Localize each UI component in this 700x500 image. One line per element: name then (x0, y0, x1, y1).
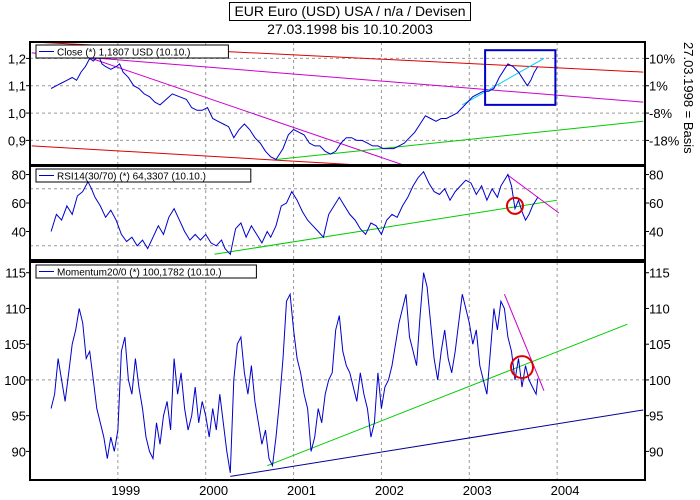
momentum-right-tick-label: 115 (649, 266, 670, 281)
legend-box (35, 44, 229, 59)
chart-title: EUR Euro (USD) USA / n/a / Devisen (229, 2, 471, 21)
close-left-tick-label: 1,0 (8, 106, 26, 121)
rsi-legend: RSI14(30/70) (*) 64,3307 (10.10.) (35, 168, 252, 183)
momentum-trendline-navy (230, 409, 644, 477)
x-tick-label: 2001 (287, 483, 316, 498)
momentum-left-tick-label: 115 (5, 266, 26, 281)
momentum-trendline-pink (503, 293, 545, 391)
momentum-right-tick-label: 95 (649, 409, 663, 424)
rsi-left-tick-label: 40 (12, 225, 26, 240)
close-trendline-red (31, 145, 360, 165)
frame-layer (26, 41, 649, 481)
rsi-trendline-pink (506, 174, 560, 214)
momentum-right-tick-label: 100 (649, 373, 671, 388)
x-tick-label: 2003 (463, 483, 492, 498)
close-right-tick-label: -18% (649, 133, 680, 148)
title-block: EUR Euro (USD) USA / n/a / Devisen 27.03… (0, 2, 700, 38)
series-layer (50, 54, 539, 473)
close-trendline-pink (91, 57, 404, 165)
highlight-circle-marker (510, 355, 534, 380)
legend-box (35, 168, 252, 183)
highlight-rect-marker (484, 49, 557, 106)
momentum-left-tick-label: 100 (4, 373, 26, 388)
close-trendline-green (275, 120, 644, 161)
momentum-legend: Momentum20/0 (*) 100,1782 (10.10.) (35, 264, 257, 279)
rsi-right-tick-label: 40 (649, 225, 663, 240)
close-right-tick-label: -8% (649, 106, 673, 121)
highlight-circle-marker (505, 196, 524, 215)
rsi-trendline-green (214, 199, 558, 255)
close-right-tick-label: 10% (649, 51, 675, 66)
momentum-series-line (50, 272, 539, 473)
legend-label: RSI14(30/70) (*) 64,3307 (10.10.) (57, 172, 206, 183)
momentum-right-tick-label: 105 (649, 337, 671, 352)
x-tick-label: 2002 (375, 483, 404, 498)
label-layer: 1,2 1,1 1,0 0,9 10% 1% -8% -18% Close (*) 1,1807… (4, 42, 696, 498)
close-trendline-cyan (462, 57, 545, 106)
rsi-right-tick-label: 80 (649, 168, 663, 183)
legend-label: Close (*) 1,1807 USD (10.10.) (57, 48, 190, 59)
x-tick-label: 1999 (111, 483, 140, 498)
x-tick-label: 2000 (199, 483, 228, 498)
momentum-right-tick-label: 110 (649, 301, 670, 316)
x-tick-label: 2004 (551, 483, 580, 498)
close-left-tick-label: 1,1 (8, 79, 26, 94)
momentum-right-tick-label: 90 (649, 444, 663, 459)
rsi-panel-frame (29, 165, 646, 261)
rsi-right-tick-label: 60 (649, 196, 663, 211)
momentum-left-tick-label: 110 (5, 301, 26, 316)
close-right-tick-label: 1% (649, 79, 668, 94)
momentum-panel-frame (29, 261, 646, 481)
momentum-trendline-green (267, 323, 628, 467)
legend-label: Momentum20/0 (*) 100,1782 (10.10.) (57, 268, 222, 279)
rsi-left-tick-label: 60 (12, 196, 26, 211)
chart-subtitle: 27.03.1998 bis 10.10.2003 (267, 21, 433, 37)
right-axis-label: 27.03.1998 = Basis (681, 42, 696, 154)
close-legend: Close (*) 1,1807 USD (10.10.) (35, 44, 229, 59)
momentum-left-tick-label: 95 (12, 409, 26, 424)
close-series-line (50, 54, 539, 161)
close-left-tick-label: 0,9 (8, 133, 26, 148)
close-trendline-pink (31, 52, 644, 103)
marker-layer (484, 49, 557, 380)
rsi-left-tick-label: 80 (12, 168, 26, 183)
momentum-left-tick-label: 105 (4, 337, 26, 352)
rsi-series-line (50, 170, 539, 256)
close-left-tick-label: 1,2 (8, 51, 26, 66)
momentum-left-tick-label: 90 (12, 444, 26, 459)
legend-box (35, 264, 257, 279)
